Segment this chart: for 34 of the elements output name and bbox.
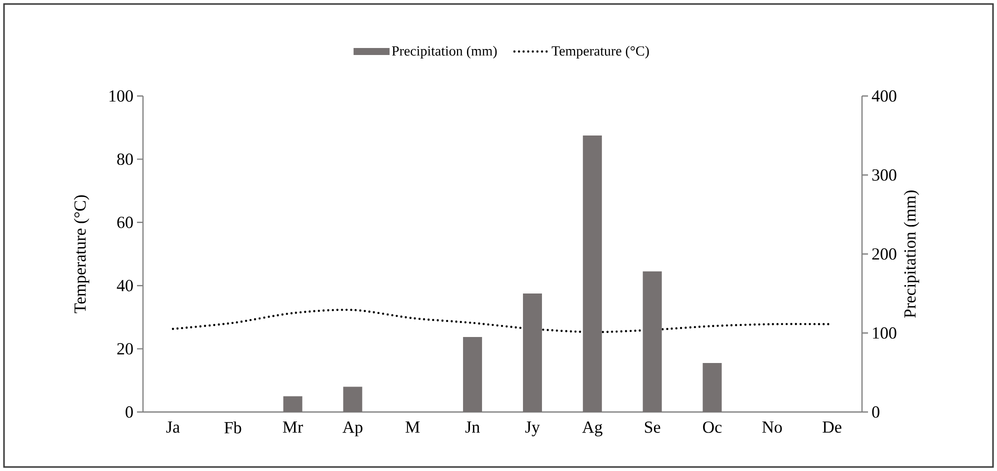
legend-label: Temperature (°C) [552,46,649,59]
y-tick-label: 60 [117,216,133,228]
y-axis-title: Temperature (°C) [74,195,90,314]
bar [642,271,662,412]
y-tick-label: 40 [116,280,133,292]
y2-axis-title: Precipitation (mm) [904,190,920,318]
bar [343,386,362,412]
x-tick-label: Oc [703,422,722,433]
y2-tick-label: 100 [873,327,896,339]
x-tick-label: Fb [224,422,242,434]
x-tick-label: Ap [342,422,362,436]
x-tick-label: Jy [525,422,540,436]
x-tick-label: Mr [282,422,303,433]
y2-tick-label: 400 [872,90,896,102]
y2-tick-label: 200 [872,248,896,260]
bar [582,136,602,412]
bar [463,336,482,412]
y-tick-label: 0 [126,406,133,418]
bar [522,294,542,412]
y-tick-label: 80 [117,153,133,165]
y-tick-label: 100 [110,90,133,102]
x-tick-label: No [762,422,782,433]
x-tick-label: M [406,422,420,433]
y2-tick-label: 0 [872,406,880,418]
bar [702,363,722,412]
y-tick-label: 20 [117,343,133,355]
bar [283,396,302,412]
x-tick-label: Ja [166,422,180,433]
legend-label: Precipitation (mm) [392,46,497,59]
y2-tick-label: 300 [872,169,896,181]
x-tick-label: Se [644,422,660,433]
x-tick-label: Ag [582,422,602,436]
x-tick-label: De [822,422,842,433]
x-tick-label: Jn [465,422,480,433]
